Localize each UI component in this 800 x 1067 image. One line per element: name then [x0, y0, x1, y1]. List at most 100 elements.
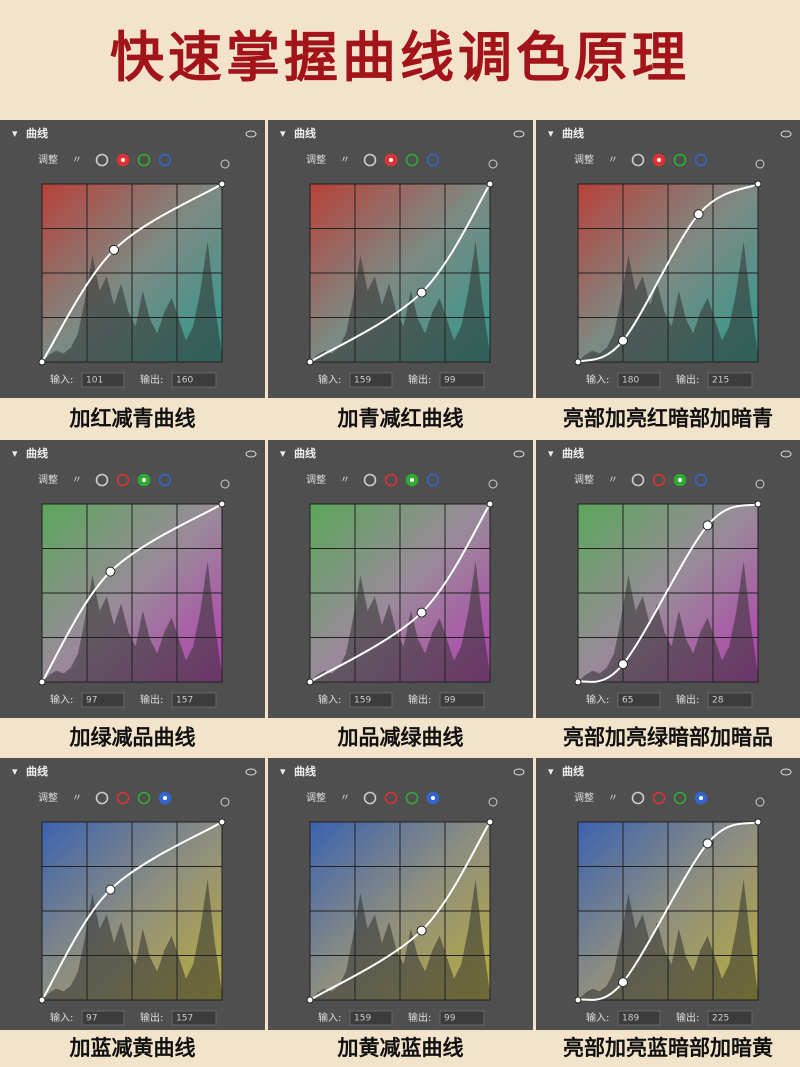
input-value: 101	[86, 376, 103, 386]
channel-icon	[158, 153, 172, 167]
caption: 加青减红曲线	[337, 406, 464, 431]
channel-icon	[673, 153, 687, 167]
control-point	[486, 180, 494, 188]
target-icon	[220, 797, 230, 807]
adjust-label: 调整	[574, 473, 594, 486]
control-point	[486, 500, 494, 508]
channel-icon	[652, 473, 666, 487]
panel-header: 曲线	[294, 126, 316, 140]
output-label: 输出:	[408, 373, 431, 386]
output-value: 160	[176, 376, 193, 386]
channel-dot	[410, 478, 414, 482]
caption: 加黄减蓝曲线	[337, 1035, 464, 1060]
output-box	[439, 372, 485, 388]
output-value: 99	[444, 696, 456, 706]
panel-arrow: ▾	[12, 765, 18, 778]
panel-header: 曲线	[294, 446, 316, 460]
channel-dot	[142, 478, 146, 482]
output-label: 输出:	[140, 373, 163, 386]
caption: 亮部加亮红暗部加暗青	[563, 406, 773, 431]
panel-header: 曲线	[562, 126, 584, 140]
channel-dot	[431, 796, 435, 800]
page-title: 快速掌握曲线调色原理	[110, 25, 690, 89]
channel-icon	[426, 473, 440, 487]
channel-icon	[694, 153, 708, 167]
eye-icon	[245, 768, 257, 776]
eye-icon	[513, 768, 525, 776]
input-box	[81, 692, 125, 708]
caption: 加蓝减黄曲线	[69, 1035, 196, 1060]
channel-icon	[384, 791, 398, 805]
eye-icon	[780, 130, 792, 138]
adjust-label: 调整	[38, 791, 58, 804]
input-value: 97	[86, 696, 97, 706]
channel-icon	[405, 153, 419, 167]
channel-icon	[673, 791, 687, 805]
pen-icon: 〃	[608, 793, 618, 804]
pen-icon: 〃	[340, 793, 350, 804]
input-value: 97	[86, 1014, 97, 1024]
output-box	[171, 1010, 217, 1026]
output-box	[171, 692, 217, 708]
input-label: 输入:	[586, 373, 609, 386]
panel-arrow: ▾	[548, 447, 554, 460]
control-point	[693, 209, 704, 220]
eye-icon	[513, 130, 525, 138]
pen-icon: 〃	[72, 155, 82, 166]
graph-border	[577, 821, 759, 1001]
control-point	[574, 678, 582, 686]
channel-icon	[694, 473, 708, 487]
control-point	[574, 358, 582, 366]
input-box	[81, 372, 125, 388]
control-point	[754, 818, 762, 826]
input-label: 输入:	[318, 373, 341, 386]
eye-icon	[245, 450, 257, 458]
target-icon	[220, 479, 230, 489]
pen-icon: 〃	[608, 475, 618, 486]
eye-icon	[780, 768, 792, 776]
output-value: 157	[176, 1014, 193, 1024]
target-icon	[488, 797, 498, 807]
channel-icon	[116, 473, 130, 487]
channel-icon	[95, 153, 109, 167]
panel-arrow: ▾	[12, 447, 18, 460]
channel-icon	[137, 791, 151, 805]
input-box	[349, 1010, 393, 1026]
input-box	[349, 372, 393, 388]
channel-dot	[163, 796, 167, 800]
adjust-label: 调整	[306, 473, 326, 486]
graph-border	[309, 503, 491, 683]
adjust-label: 调整	[38, 473, 58, 486]
input-label: 输入:	[586, 693, 609, 706]
control-point	[702, 520, 713, 531]
control-point	[306, 996, 314, 1004]
channel-icon	[363, 791, 377, 805]
graph-border	[577, 503, 759, 683]
panel-arrow: ▾	[280, 447, 286, 460]
input-value: 65	[622, 696, 633, 706]
output-label: 输出:	[676, 1011, 699, 1024]
adjust-label: 调整	[574, 791, 594, 804]
input-value: 180	[622, 376, 639, 386]
title-band	[0, 0, 800, 118]
channel-icon	[158, 473, 172, 487]
output-value: 28	[712, 696, 724, 706]
adjust-label: 调整	[38, 153, 58, 166]
graph-border	[41, 821, 223, 1001]
control-point	[109, 244, 119, 255]
control-point	[618, 977, 628, 988]
output-label: 输出:	[408, 693, 431, 706]
graph-border	[41, 503, 223, 683]
target-icon	[220, 159, 230, 169]
input-label: 输入:	[318, 693, 341, 706]
target-icon	[488, 159, 498, 169]
adjust-label: 调整	[574, 153, 594, 166]
control-point	[105, 566, 116, 577]
curve	[577, 183, 759, 363]
channel-icon	[631, 473, 645, 487]
